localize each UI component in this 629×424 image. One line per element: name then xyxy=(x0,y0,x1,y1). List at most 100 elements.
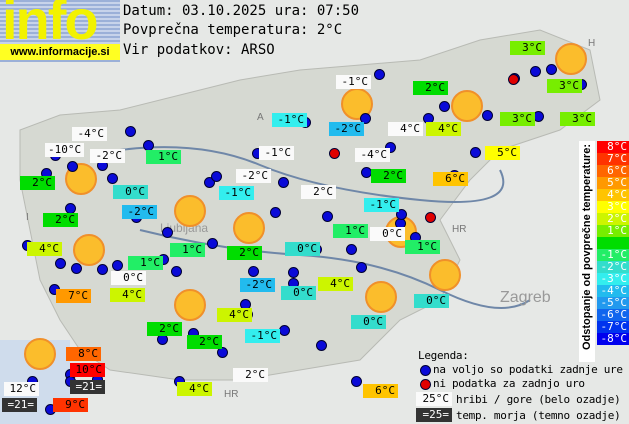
station-temp-label: 2°C xyxy=(147,322,182,336)
scale-row xyxy=(597,237,629,249)
red-dot-icon xyxy=(420,379,431,390)
station-dot-icon xyxy=(279,325,290,336)
legend-blue: na voljo so podatki zadnje ure xyxy=(433,363,623,376)
station-temp-label: 0°C xyxy=(414,294,449,308)
station-dot-icon xyxy=(360,113,371,124)
station-dot-icon xyxy=(71,263,82,274)
station-no-data-icon xyxy=(425,212,436,223)
station-temp-label: -2°C xyxy=(122,205,157,219)
station-dot-icon xyxy=(67,161,78,172)
sun-icon xyxy=(451,90,483,122)
station-dot-icon xyxy=(55,258,66,269)
station-temp-label: 7°C xyxy=(56,289,91,303)
sun-icon xyxy=(555,43,587,75)
station-temp-label: 1°C xyxy=(405,240,440,254)
station-temp-label: 0°C xyxy=(281,286,316,300)
station-dot-icon xyxy=(385,142,396,153)
station-temp-label: -4°C xyxy=(72,127,107,141)
station-temp-label: 1°C xyxy=(128,256,163,270)
station-temp-label: 3°C xyxy=(510,41,545,55)
blue-dot-icon xyxy=(420,365,431,376)
scale-row: 3°C xyxy=(597,201,629,213)
legend-mountain: hribi / gore (belo ozadje) xyxy=(456,393,621,406)
station-temp-label: 0°C xyxy=(351,315,386,329)
scale-title: Odstopanje od povprečne temperature: xyxy=(581,144,593,350)
legend-mountain-sample: 25°C xyxy=(416,392,452,406)
station-temp-label: 0°C xyxy=(113,185,148,199)
station-temp-label: 6°C xyxy=(433,172,468,186)
station-dot-icon xyxy=(322,211,333,222)
station-dot-icon xyxy=(162,227,173,238)
station-temp-label: 2°C xyxy=(413,81,448,95)
average-temp-line: Povprečna temperatura: 2°C xyxy=(123,22,343,38)
station-dot-icon xyxy=(546,64,557,75)
scale-row: -2°C xyxy=(597,261,629,273)
station-temp-label: 4°C xyxy=(27,242,62,256)
scale-row: -4°C xyxy=(597,285,629,297)
label-zagreb: Zagreb xyxy=(500,289,551,306)
station-dot-icon xyxy=(204,177,215,188)
station-dot-icon xyxy=(288,267,299,278)
scale-row: -1°C xyxy=(597,249,629,261)
station-dot-icon xyxy=(211,171,222,182)
station-temp-label: 2°C xyxy=(371,169,406,183)
scale-title-box: Odstopanje od povprečne temperature: xyxy=(579,141,595,362)
station-temp-label: -1°C xyxy=(245,329,280,343)
station-dot-icon xyxy=(107,173,118,184)
station-dot-icon xyxy=(374,69,385,80)
station-dot-icon xyxy=(97,264,108,275)
station-temp-label: 3°C xyxy=(500,112,535,126)
sun-icon xyxy=(341,88,373,120)
label-croatia: HR xyxy=(224,389,238,400)
sun-icon xyxy=(429,259,461,291)
logo-url[interactable]: www.informacije.si xyxy=(0,44,120,60)
legend-title: Legenda: xyxy=(418,349,469,362)
station-dot-icon xyxy=(396,209,407,220)
station-temp-label: 3°C xyxy=(547,79,582,93)
scale-row: -5°C xyxy=(597,297,629,309)
sun-icon xyxy=(233,212,265,244)
station-temp-label: 6°C xyxy=(363,384,398,398)
station-dot-icon xyxy=(125,126,136,137)
station-dot-icon xyxy=(530,66,541,77)
station-dot-icon xyxy=(171,266,182,277)
scale-row: 1°C xyxy=(597,225,629,237)
station-temp-label: -1°C xyxy=(364,198,399,212)
sea-temp-label: =21= xyxy=(2,398,37,412)
station-temp-label: 2°C xyxy=(227,246,262,260)
station-temp-label: 4°C xyxy=(318,277,353,291)
scale-row: 8°C xyxy=(597,141,629,153)
station-dot-icon xyxy=(278,177,289,188)
station-temp-label: -1°C xyxy=(219,186,254,200)
label-hungary: H xyxy=(588,38,595,49)
sea-temp-label: =21= xyxy=(70,380,105,394)
station-temp-label: -2°C xyxy=(236,169,271,183)
station-temp-label: 3°C xyxy=(560,112,595,126)
scale-row: 7°C xyxy=(597,153,629,165)
legend-sea-sample: =25= xyxy=(416,408,452,422)
station-temp-label: -4°C xyxy=(355,148,390,162)
sun-icon xyxy=(24,338,56,370)
station-temp-label: 1°C xyxy=(333,224,368,238)
station-dot-icon xyxy=(356,262,367,273)
station-temp-label: 0°C xyxy=(111,271,146,285)
station-temp-label: -1°C xyxy=(336,75,371,89)
station-dot-icon xyxy=(346,244,357,255)
station-temp-label: -1°C xyxy=(259,146,294,160)
logo[interactable]: info www.informacije.si xyxy=(0,0,120,62)
legend-red: ni podatka za zadnjo uro xyxy=(433,377,585,390)
station-dot-icon xyxy=(316,340,327,351)
station-temp-label: 4°C xyxy=(177,382,212,396)
scale-row: -7°C xyxy=(597,321,629,333)
station-dot-icon xyxy=(248,266,259,277)
river xyxy=(119,146,505,203)
station-temp-label: 4°C xyxy=(426,122,461,136)
scale-row: -8°C xyxy=(597,333,629,345)
station-temp-label: -10°C xyxy=(45,143,84,157)
station-temp-label: -2°C xyxy=(240,278,275,292)
scale-row: 6°C xyxy=(597,165,629,177)
station-no-data-icon xyxy=(508,74,519,85)
station-dot-icon xyxy=(470,147,481,158)
station-dot-icon xyxy=(207,238,218,249)
